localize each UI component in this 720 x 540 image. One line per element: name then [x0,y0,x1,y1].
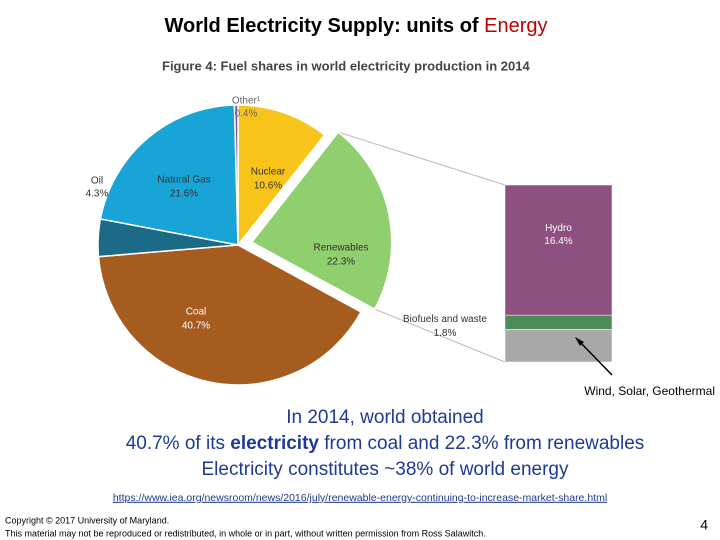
pie-slice [233,104,239,246]
page-number: 4 [700,517,708,533]
slice-value-label: 21.6% [170,189,198,200]
pie-slice [97,244,362,386]
body-line: Electricity constitutes ~38% of world en… [202,459,569,480]
slice-label: Nuclear [251,167,286,178]
connector-line [374,308,506,363]
bar-segment [504,184,613,316]
slice-label: Renewables [313,243,368,254]
body-line: 40.7% of its electricity from coal and 2… [126,433,645,454]
figure-title: Figure 4: Fuel shares in world electrici… [162,58,530,73]
annotation: Wind, Solar, Geothermal [584,384,715,398]
bar-segment [504,329,613,363]
segment-value-label: 1.8% [434,328,457,339]
copyright: Copyright © 2017 University of Maryland. [5,515,169,525]
body-part: electricity [230,433,319,454]
segment-label: Hydro [545,223,572,234]
pie-slice [250,131,393,311]
source-link[interactable]: https://www.iea.org/newsroom/news/2016/j… [113,492,607,504]
body-part: from coal and 22.3% from renewables [319,433,644,454]
body-part: In 2014, world obtained [286,407,484,428]
arrow-head [575,337,584,346]
slice-value-label: 22.3% [327,257,355,268]
slice-label: Oil [91,176,103,187]
segment-value-label: 16.4% [544,236,572,247]
pie-slice [237,104,326,248]
segment-label: Biofuels and waste [403,314,487,325]
body-part: 40.7% of its [126,433,231,454]
body-part: Electricity constitutes ~38% of world en… [202,459,569,480]
slice-value-label: 40.7% [182,321,210,332]
title-part: World Electricity Supply: units of [164,15,484,37]
pie-slice [99,104,239,246]
slide-title: World Electricity Supply: units of Energ… [164,15,547,37]
slice-value-label: 4.3% [86,189,109,200]
slice-value-label: 10.6% [254,181,282,192]
body-line: In 2014, world obtained [286,407,484,428]
slice-label: Natural Gas [157,175,210,186]
bar-segment [504,314,613,330]
connector-line [338,131,506,186]
copyright: This material may not be reproduced or r… [5,528,486,538]
slice-value-label: 0.4% [235,109,258,120]
slice-label: Other¹ [232,96,261,107]
chart-area: Nuclear 10.6% Renewables 22.3% Coal 40.7% Oil 4… [86,96,613,386]
annotation-arrow [576,338,613,376]
slice-label: Coal [186,307,207,318]
title-part: Energy [484,15,547,37]
